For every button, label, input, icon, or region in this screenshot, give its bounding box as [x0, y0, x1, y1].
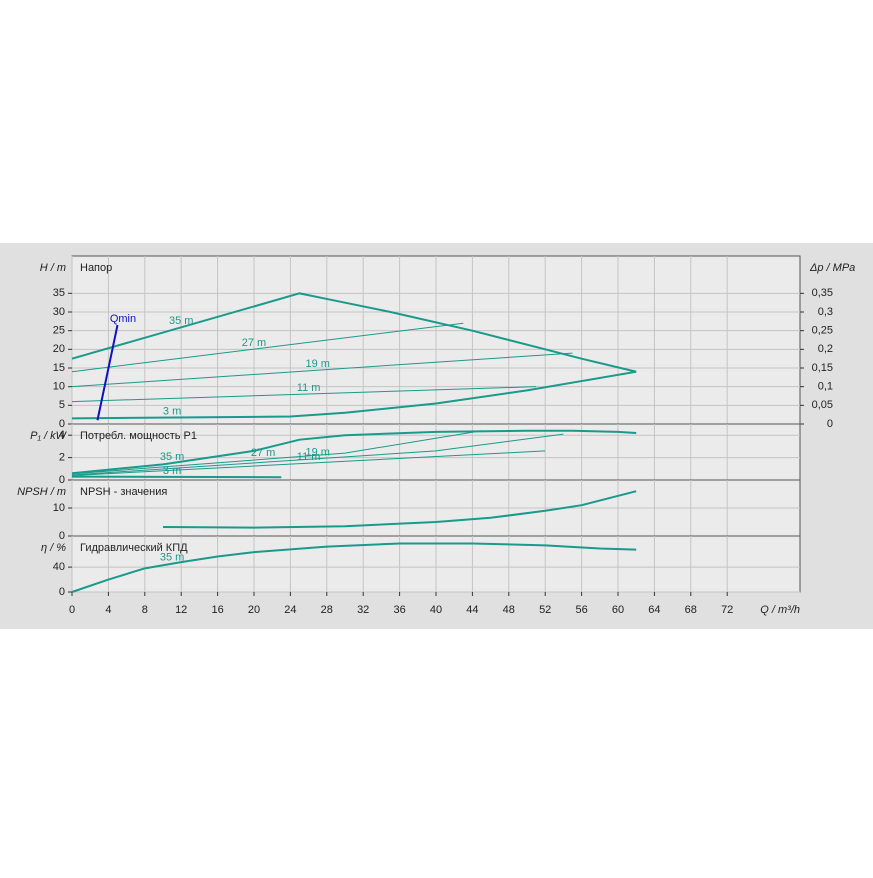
x-tick-label: 48 [503, 604, 515, 616]
y2-tick-label: 0,3 [818, 306, 833, 318]
x-tick-label: 36 [393, 604, 405, 616]
panel-title: Потребл. мощность P1 [80, 430, 197, 442]
curve [71, 542, 637, 593]
y-tick-label: 4 [59, 429, 65, 441]
panel-title: NPSH - значения [80, 486, 167, 498]
y-tick-label: 10 [53, 381, 65, 393]
x-tick-label: 24 [284, 604, 296, 616]
curve-label: 35 m [160, 552, 184, 564]
y2-tick-label: 0,2 [818, 343, 833, 355]
x-tick-label: 16 [211, 604, 223, 616]
y-tick-label: 20 [53, 343, 65, 355]
y-axis-label: H / m [40, 262, 66, 274]
x-tick-label: 32 [357, 604, 369, 616]
curve-label: Qmin [110, 313, 136, 325]
x-tick-label: 52 [539, 604, 551, 616]
y-tick-label: 25 [53, 325, 65, 337]
x-tick-label: 12 [175, 604, 187, 616]
y-axis-label: P₁ / kW [30, 430, 67, 442]
curve-label: 27 m [251, 447, 275, 459]
y-tick-label: 0 [59, 586, 65, 598]
curve [71, 430, 482, 475]
y2-tick-label: 0,35 [812, 287, 833, 299]
y2-tick-label: 0,25 [812, 325, 833, 337]
y-tick-label: 5 [59, 399, 65, 411]
y2-axis-label: Δp / MPa [809, 262, 855, 274]
x-tick-label: 20 [248, 604, 260, 616]
y-tick-label: 35 [53, 287, 65, 299]
curve [71, 386, 537, 403]
curve-label: 3 m [163, 405, 181, 417]
x-tick-label: 40 [430, 604, 442, 616]
y2-tick-label: 0,15 [812, 362, 833, 374]
curve-label: 3 m [163, 465, 181, 477]
x-tick-label: 56 [575, 604, 587, 616]
curve [71, 450, 546, 477]
x-tick-label: 44 [466, 604, 478, 616]
panel-title: Гидравлический КПД [80, 542, 188, 554]
x-tick-label: 60 [612, 604, 624, 616]
x-tick-label: 4 [105, 604, 111, 616]
curve-label: 35 m [169, 315, 193, 327]
curve-label: 19 m [305, 358, 329, 370]
y2-tick-label: 0,05 [812, 399, 833, 411]
curve [96, 324, 119, 421]
x-axis-label: Q / m³/h [760, 604, 800, 616]
y-tick-label: 0 [59, 474, 65, 486]
curve [71, 370, 637, 420]
y-tick-label: 2 [59, 452, 65, 464]
y-tick-label: 40 [53, 561, 65, 573]
curve-label: 11 m [297, 451, 321, 463]
y-axis-label: NPSH / m [17, 486, 66, 498]
curve-label: 27 m [242, 337, 266, 349]
curve-label: 19 m [305, 447, 329, 459]
curve [71, 429, 637, 475]
curve [162, 490, 637, 529]
x-tick-label: 8 [142, 604, 148, 616]
x-tick-label: 0 [69, 604, 75, 616]
curve [71, 292, 637, 373]
x-tick-label: 68 [685, 604, 697, 616]
panel-title: Напор [80, 262, 112, 274]
y2-tick-label: 0 [827, 418, 833, 430]
x-tick-label: 72 [721, 604, 733, 616]
curve [71, 322, 464, 373]
curve-label: 35 m [160, 451, 184, 463]
x-tick-label: 64 [648, 604, 660, 616]
x-tick-label: 28 [321, 604, 333, 616]
y-tick-label: 0 [59, 530, 65, 542]
y-tick-label: 15 [53, 362, 65, 374]
curve-label: 11 m [297, 382, 321, 394]
y2-tick-label: 0,1 [818, 381, 833, 393]
y-axis-label: η / % [41, 542, 66, 554]
y-tick-label: 0 [59, 418, 65, 430]
curve [71, 352, 573, 388]
curve [71, 433, 564, 476]
y-tick-label: 10 [53, 502, 65, 514]
curve [71, 475, 282, 479]
y-tick-label: 30 [53, 306, 65, 318]
